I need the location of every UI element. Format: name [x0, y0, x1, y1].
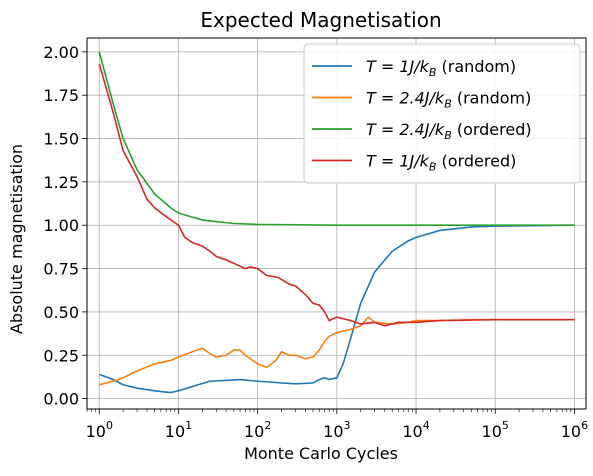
legend-box — [303, 43, 581, 184]
y-tick-label: 1.50 — [43, 130, 79, 149]
series-line-3 — [98, 51, 575, 227]
series-lines — [98, 51, 575, 394]
y-tick-label: 1.25 — [43, 173, 79, 192]
y-tick-label: 0.00 — [43, 390, 79, 409]
legend-entry-2: T = 2.4J/kB (random) — [366, 89, 531, 111]
axis-ticks — [82, 51, 575, 414]
y-tick-label: 0.75 — [43, 260, 79, 279]
x-tick-label: 105 — [482, 419, 509, 441]
x-tick-label: 101 — [165, 419, 192, 441]
y-tick-label: 1.00 — [43, 216, 79, 235]
x-axis-label: Monte Carlo Cycles — [244, 444, 398, 463]
y-tick-label: 1.75 — [43, 86, 79, 105]
x-tick-labels: 100 101 102 103 104 105 106 — [86, 419, 589, 441]
legend-entry-1: T = 1J/kB (random) — [366, 57, 516, 79]
series-line-4 — [98, 63, 575, 327]
x-tick-label: 100 — [86, 419, 113, 441]
y-axis-label: Absolute magnetisation — [7, 144, 26, 334]
x-tick-label: 102 — [244, 419, 271, 441]
chart-title: Expected Magnetisation — [200, 8, 441, 32]
x-tick-label: 103 — [323, 419, 350, 441]
legend: T = 1J/kB (random) T = 2.4J/kB (random) T … — [303, 43, 581, 184]
series-line-1 — [98, 224, 575, 394]
legend-entry-3: T = 2.4J/kB (ordered) — [366, 120, 532, 142]
y-tick-label: 0.25 — [43, 346, 79, 365]
legend-entry-4: T = 1J/kB (ordered) — [366, 152, 516, 174]
plot-frame — [86, 37, 587, 410]
y-tick-label: 2.00 — [43, 43, 79, 62]
y-tick-labels: 0.00 0.25 0.50 0.75 1.00 1.25 1.50 1.75 2.00 — [43, 43, 79, 409]
x-tick-label: 106 — [561, 419, 588, 441]
y-tick-label: 0.50 — [43, 303, 79, 322]
x-tick-label: 104 — [402, 419, 429, 441]
